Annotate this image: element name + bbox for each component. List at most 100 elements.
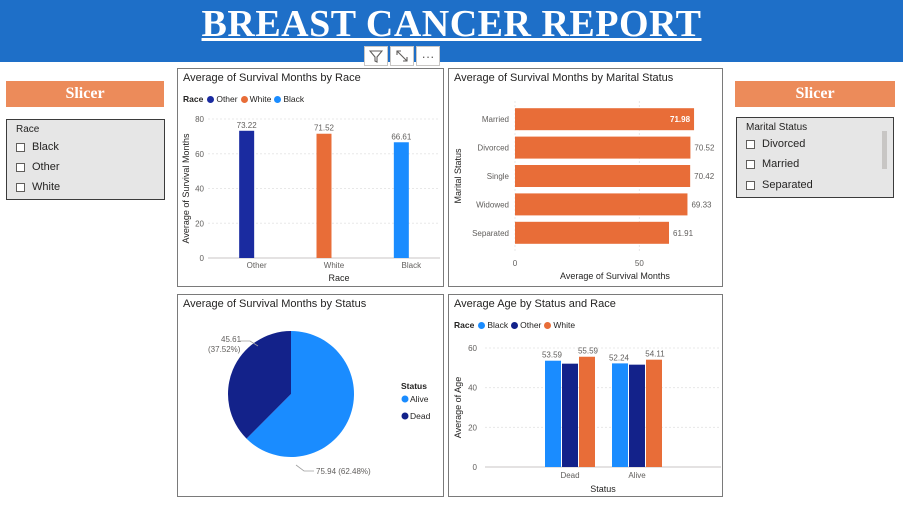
x-tick-label: Black (402, 261, 423, 270)
y-tick-label: 0 (473, 463, 478, 472)
bar (393, 142, 409, 258)
y-tick-label: 40 (195, 185, 204, 194)
chart-title: Average of Survival Months by Marital St… (454, 72, 674, 84)
marital-slicer-item-separated[interactable]: Separated (746, 179, 813, 191)
data-label: 53.59 (542, 351, 563, 360)
x-tick-label: 0 (513, 259, 518, 268)
slicer-item-label: Divorced (762, 138, 806, 150)
y-tick-label: Divorced (477, 144, 509, 153)
legend-item-white[interactable]: White (240, 94, 272, 104)
data-label: 52.24 (609, 353, 630, 362)
race-slicer-item-black[interactable]: Black (16, 141, 59, 153)
checkbox-icon[interactable] (746, 180, 755, 190)
data-label: 69.33 (691, 200, 712, 209)
checkbox-icon[interactable] (16, 142, 25, 152)
leader-line (295, 464, 314, 472)
checkbox-icon[interactable] (746, 159, 755, 169)
bar (515, 108, 695, 131)
bar (579, 356, 595, 467)
chart-plot: 0 50 Married 71.98 Divorced 70.52 Single 70.42 W… (453, 101, 715, 281)
data-label: 75.94 (62.48%) (316, 467, 371, 476)
data-label: (37.52%) (208, 345, 241, 354)
bar (515, 221, 670, 244)
x-axis-title: Status (590, 484, 616, 494)
marital-status-slicer: Marital Status Divorced Married Separate… (736, 117, 894, 198)
slicer-item-label: Black (32, 141, 59, 153)
chart-survival-by-marital-status[interactable]: Average of Survival Months by Marital St… (448, 68, 723, 287)
y-axis-title: Average of Survival Months (181, 133, 191, 243)
y-tick-label: Widowed (476, 200, 509, 209)
legend-dot (207, 95, 215, 103)
legend-item-other[interactable]: Other (207, 94, 238, 104)
legend-dot (240, 95, 248, 103)
legend-item-white[interactable]: White (544, 320, 575, 330)
legend-item-black[interactable]: Black (274, 94, 304, 104)
report-title: BREAST CANCER REPORT (201, 3, 702, 45)
slicer-item-label: White (32, 181, 61, 193)
bar (646, 359, 662, 467)
bar (239, 130, 255, 258)
checkbox-icon[interactable] (16, 162, 25, 172)
legend-label: White (249, 94, 272, 104)
x-axis-title: Race (328, 273, 349, 283)
slicer-item-label: Other (32, 161, 60, 173)
marital-slicer-title: Marital Status (746, 122, 808, 133)
slicer-right-header: Slicer (735, 81, 895, 107)
chart-age-by-status-race[interactable]: Average Age by Status and Race Race Blac… (448, 294, 723, 497)
x-tick-label: Dead (560, 471, 579, 480)
y-tick-label: 80 (195, 115, 204, 124)
legend-item-black[interactable]: Black (478, 320, 508, 330)
race-slicer-item-other[interactable]: Other (16, 161, 60, 173)
y-tick-label: 40 (468, 384, 477, 393)
slicer-item-label: Separated (762, 179, 813, 191)
slicer-left-header: Slicer (6, 81, 164, 107)
race-slicer-item-white[interactable]: White (16, 181, 60, 193)
y-tick-label: 0 (200, 254, 205, 263)
bar (515, 193, 688, 216)
y-tick-label: 20 (468, 423, 477, 432)
chart-survival-by-race[interactable]: Average of Survival Months by Race Race … (177, 68, 444, 287)
legend-dot (401, 412, 409, 420)
legend-label: Black (487, 320, 509, 330)
data-label: 55.59 (578, 347, 599, 356)
y-tick-label: Married (482, 115, 509, 124)
more-options-icon[interactable]: ··· (416, 46, 440, 66)
data-label: 54.11 (645, 350, 665, 359)
marital-slicer-item-married[interactable]: Married (746, 158, 799, 170)
focus-mode-icon[interactable] (390, 46, 414, 66)
chart-title: Average of Survival Months by Race (183, 72, 361, 84)
x-tick-label: Other (247, 261, 267, 270)
data-label: 70.42 (694, 172, 715, 181)
legend-label: Black (283, 94, 305, 104)
legend-title: Race (183, 94, 204, 104)
data-label: 61.91 (673, 229, 694, 238)
legend-label: Other (216, 94, 238, 104)
leader-line (240, 340, 259, 347)
legend-label: Other (520, 320, 542, 330)
bar (515, 136, 691, 159)
visual-toolbar: ··· (364, 46, 445, 68)
bar (515, 165, 691, 187)
chart-title: Average Age by Status and Race (454, 298, 616, 310)
legend-dot (401, 395, 409, 403)
data-label: 71.52 (314, 124, 335, 133)
y-axis-title: Average of Age (453, 377, 463, 438)
filter-icon[interactable] (364, 46, 388, 66)
data-label: 73.22 (237, 121, 258, 130)
chart-plot: 0 20 40 60 80 73.22 Other 71.52 White 66.61 Black R… (181, 115, 440, 283)
legend-title: Status (401, 381, 427, 391)
y-tick-label: 60 (195, 150, 204, 159)
chart-survival-by-status[interactable]: Average of Survival Months by Status 75.… (177, 294, 444, 497)
legend-item-other[interactable]: Other (511, 320, 541, 330)
x-axis-title: Average of Survival Months (560, 271, 670, 281)
race-slicer: Race Black Other White (6, 119, 165, 200)
bar (612, 363, 628, 467)
checkbox-icon[interactable] (16, 182, 25, 192)
y-tick-label: 60 (468, 344, 477, 353)
legend-label: Alive (410, 394, 429, 404)
bar (562, 363, 578, 467)
marital-slicer-item-divorced[interactable]: Divorced (746, 138, 805, 150)
race-slicer-title: Race (16, 124, 40, 135)
slicer-scrollbar[interactable] (882, 131, 887, 169)
checkbox-icon[interactable] (746, 139, 755, 149)
